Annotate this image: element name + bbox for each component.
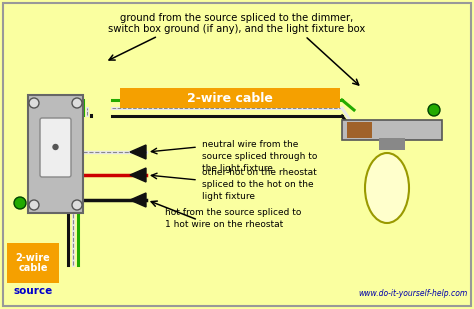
- Ellipse shape: [365, 153, 409, 223]
- FancyBboxPatch shape: [40, 118, 71, 177]
- Circle shape: [53, 145, 58, 150]
- Text: cable: cable: [18, 263, 48, 273]
- Circle shape: [428, 104, 440, 116]
- Text: 2-wire: 2-wire: [16, 253, 50, 263]
- Text: other hot on the rheostat
spliced to the hot on the
light fixture: other hot on the rheostat spliced to the…: [202, 168, 317, 201]
- Text: www.do-it-yourself-help.com: www.do-it-yourself-help.com: [359, 289, 468, 298]
- FancyBboxPatch shape: [379, 138, 405, 150]
- Text: 2-wire cable: 2-wire cable: [187, 91, 273, 104]
- Polygon shape: [130, 168, 146, 182]
- Text: neutral wire from the
source spliced through to
the light fixture: neutral wire from the source spliced thr…: [202, 140, 318, 173]
- Circle shape: [72, 98, 82, 108]
- Circle shape: [14, 197, 26, 209]
- Text: ground from the source spliced to the dimmer,: ground from the source spliced to the di…: [120, 13, 354, 23]
- FancyBboxPatch shape: [3, 3, 471, 306]
- FancyBboxPatch shape: [342, 120, 442, 140]
- FancyBboxPatch shape: [7, 243, 59, 283]
- Text: switch box ground (if any), and the light fixture box: switch box ground (if any), and the ligh…: [109, 24, 365, 34]
- Text: hot from the source spliced to
1 hot wire on the rheostat: hot from the source spliced to 1 hot wir…: [165, 208, 301, 229]
- Polygon shape: [130, 145, 146, 159]
- Circle shape: [29, 98, 39, 108]
- FancyBboxPatch shape: [28, 95, 83, 213]
- Circle shape: [29, 200, 39, 210]
- Circle shape: [72, 200, 82, 210]
- FancyBboxPatch shape: [347, 122, 372, 138]
- FancyBboxPatch shape: [120, 88, 340, 108]
- Text: source: source: [13, 286, 53, 296]
- Polygon shape: [130, 193, 146, 207]
